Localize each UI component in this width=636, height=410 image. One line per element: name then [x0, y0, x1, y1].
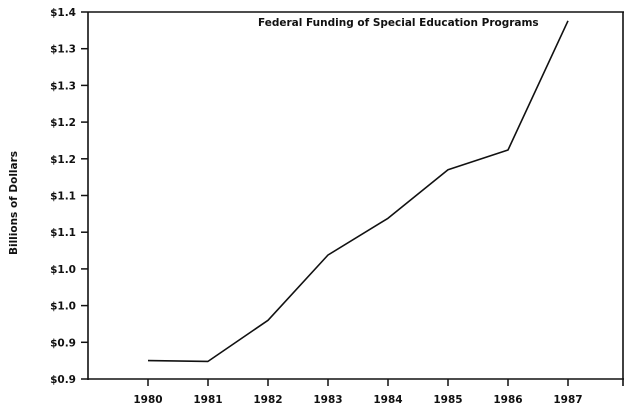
- x-axis-ticks: 1980 1981 1982 1983 1984 1985 1986 1987: [133, 379, 583, 406]
- x-tick-label: 1983: [313, 394, 342, 406]
- plot-frame: [87, 11, 624, 386]
- y-tick-label: $1.1: [50, 191, 76, 203]
- y-tick-label: $1.0: [50, 264, 76, 276]
- y-tick-label: $0.9: [50, 337, 76, 349]
- y-tick-label: $0.9: [50, 374, 76, 386]
- x-tick-label: 1982: [253, 394, 282, 406]
- x-tick-label: 1987: [553, 394, 582, 406]
- y-tick-label: $1.1: [50, 227, 76, 239]
- x-tick-label: 1986: [493, 394, 522, 406]
- y-tick-label: $1.3: [50, 44, 76, 56]
- y-tick-label: $1.3: [50, 80, 76, 92]
- y-tick-label: $1.2: [50, 117, 76, 129]
- chart-title: Federal Funding of Special Education Pro…: [258, 17, 539, 29]
- x-tick-label: 1984: [373, 394, 402, 406]
- y-tick-label: $1.4: [50, 7, 76, 19]
- y-axis-title: Billions of Dollars: [8, 151, 20, 255]
- x-tick-label: 1985: [433, 394, 462, 406]
- y-axis-ticks: $1.4 $1.3 $1.3 $1.2 $1.2 $1.1 $1.1 $1.0 $1.0 $0.9…: [50, 7, 88, 386]
- x-tick-label: 1980: [133, 394, 162, 406]
- y-tick-label: $1.2: [50, 154, 76, 166]
- y-tick-label: $1.0: [50, 301, 76, 313]
- x-tick-label: 1981: [193, 394, 222, 406]
- data-series-line: [147, 20, 569, 363]
